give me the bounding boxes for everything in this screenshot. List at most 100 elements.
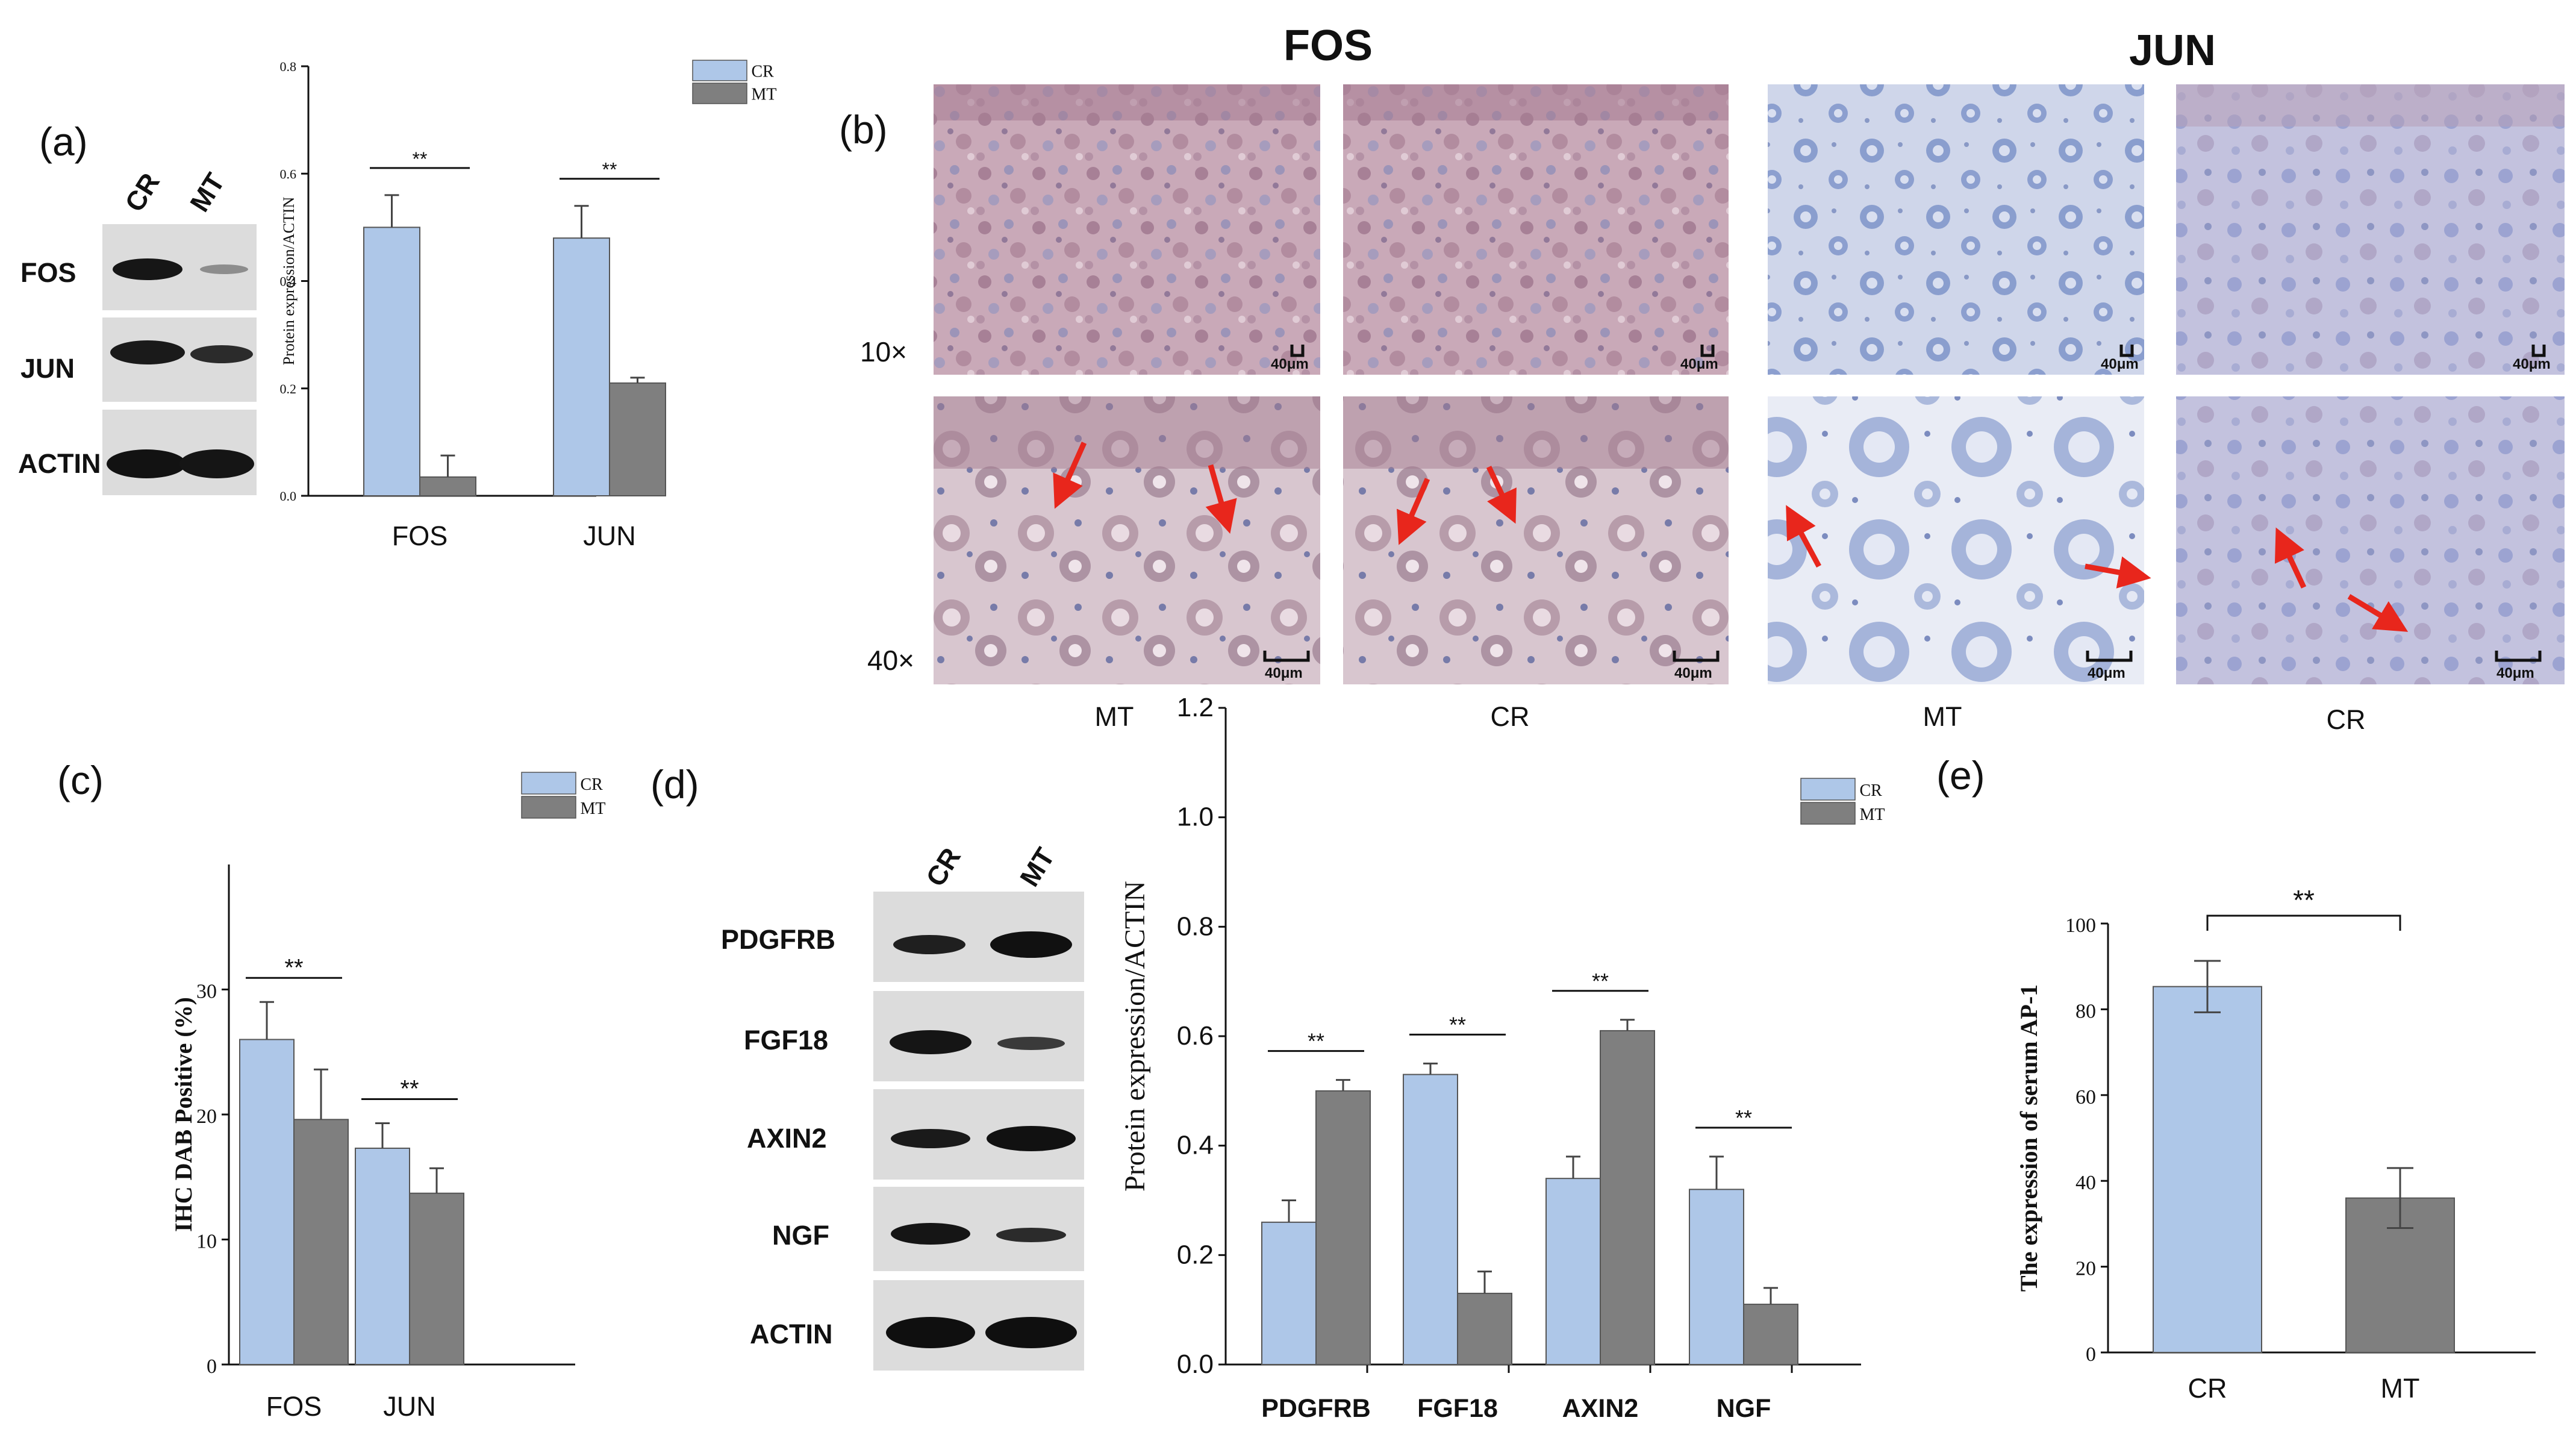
western-blot-a: CR MT FOS JUN ACTIN [18,167,257,495]
panel-label-d: (d) [650,762,699,807]
blot-d-band [890,1030,971,1054]
scale-label: 40μm [1271,356,1309,372]
arrow-icon [1486,466,1517,524]
blot-d-row-axin2: AXIN2 [747,1123,827,1154]
bar-cr [355,1148,410,1366]
x-tick-label: PDGFRB [1261,1394,1371,1423]
significance-label: ** [400,1076,419,1102]
y-tick-label: 100 [2065,914,2096,937]
y-tick-label: 0 [2086,1343,2096,1366]
x-tick-label: JUN [583,520,636,551]
y-axis-label: Protein expression/ACTIN [1119,881,1151,1192]
ihc-column-label-cr: CR [1491,701,1530,732]
y-tick-label: 0.2 [1177,1240,1214,1269]
bar-mt [609,382,666,497]
scale-bar [1700,345,1715,357]
y-axis-label: IHC DAB Positive (%) [170,997,197,1232]
bar-cr [1689,1189,1744,1366]
significance-bracket [2206,914,2401,931]
ihc-column-label-mt: MT [1095,701,1134,732]
header-jun: JUN [2129,27,2216,75]
ihc-epidermis [934,84,1320,120]
bar-cr [363,227,420,496]
blot-d-band [996,1228,1066,1242]
scale-bars [1263,345,2546,662]
blot-a-lane-mt: MT [184,167,231,217]
x-tick-label: CR [2188,1373,2227,1404]
bar-mt [409,1192,464,1365]
blot-d-lane-mt: MT [1014,842,1061,892]
blot-d-band [987,1126,1076,1151]
y-tick-label: 80 [2075,1000,2096,1022]
y-tick-label: 1.2 [1177,693,1214,722]
arrow-icon [2274,527,2307,589]
scale-bar [1263,651,1310,662]
bar-cr [239,1039,295,1365]
ihc-arrows [1053,442,2409,632]
header-fos: FOS [1283,22,1373,70]
ihc-column-label-mt: MT [1923,701,1962,732]
significance-label: ** [284,954,303,981]
panel-label-b: (b) [839,107,888,152]
bar-cr [2153,986,2262,1353]
panel-label-e: (e) [1936,753,1985,798]
blot-d-band [893,935,965,954]
scale-bar [2119,345,2134,357]
legend-label-cr: CR [581,775,603,794]
bar-mt [1315,1090,1371,1366]
arrow-icon [1205,464,1237,534]
ihc-epidermis [2176,84,2565,127]
x-tick-label: FGF18 [1417,1394,1498,1423]
y-tick-label: 0.8 [280,59,297,74]
legend-label-mt: MT [1860,805,1885,824]
blot-d-row-fgf18: FGF18 [744,1025,828,1055]
blot-d-band [891,1129,970,1148]
blot-a-band [107,449,186,478]
blot-d-band [990,931,1072,958]
y-tick-label: 0.2 [280,381,297,396]
legend-label-mt: MT [581,799,606,818]
ihc-fos-cr-10x [1343,84,1729,375]
blot-d-lane-cr: CR [920,842,967,892]
scale-label: 40μm [1674,665,1712,681]
arrow-icon [2085,556,2151,589]
significance-label: ** [2293,884,2315,916]
ihc-image-grid [934,84,2565,684]
y-axis-label: The expression of serum AP-1 [2015,984,2042,1292]
arrow-icon [1053,442,1087,509]
ihc-jun-mt-40x [1768,396,2144,684]
significance-label: ** [1308,1029,1324,1054]
significance-label: ** [1449,1012,1466,1037]
y-tick-label: 0.0 [1177,1349,1214,1379]
legend-swatch-cr [1800,778,1856,801]
blot-a-row-actin: ACTIN [18,448,101,479]
x-tick-label: NGF [1717,1394,1771,1423]
magnification-10x: 10× [860,336,907,367]
x-tick-label: AXIN2 [1562,1394,1639,1423]
ihc-jun-cr-10x [2176,84,2565,375]
bar-cr [1261,1221,1317,1366]
blot-a-band [110,340,185,364]
blot-d-band [891,1223,970,1245]
chart-d: 0.0 0.2 0.4 0.6 0.8 1.0 1.2 Protein expression/… [1119,693,1885,1423]
significance-label: ** [602,159,617,181]
arrow-icon [1786,505,1821,568]
legend-swatch-cr [521,772,576,795]
scale-bar [2086,651,2133,662]
y-tick-label: 60 [2075,1086,2096,1108]
y-tick-label: 0.6 [1177,1021,1214,1051]
significance-label: ** [1592,969,1609,993]
y-tick-label: 0.6 [280,166,297,181]
blot-a-band [200,264,248,274]
significance-label: ** [413,148,428,170]
legend-swatch-mt [1800,802,1856,825]
y-tick-label: 1.0 [1177,802,1214,832]
blot-a-lane-cr: CR [119,167,166,217]
bar-cr [1545,1178,1601,1365]
ihc-column-label-cr: CR [2327,704,2366,735]
panel-label-a: (a) [39,119,88,164]
scale-bar [1290,345,1305,357]
ihc-epidermis [1343,84,1729,120]
y-tick-label: 0.0 [280,489,297,504]
